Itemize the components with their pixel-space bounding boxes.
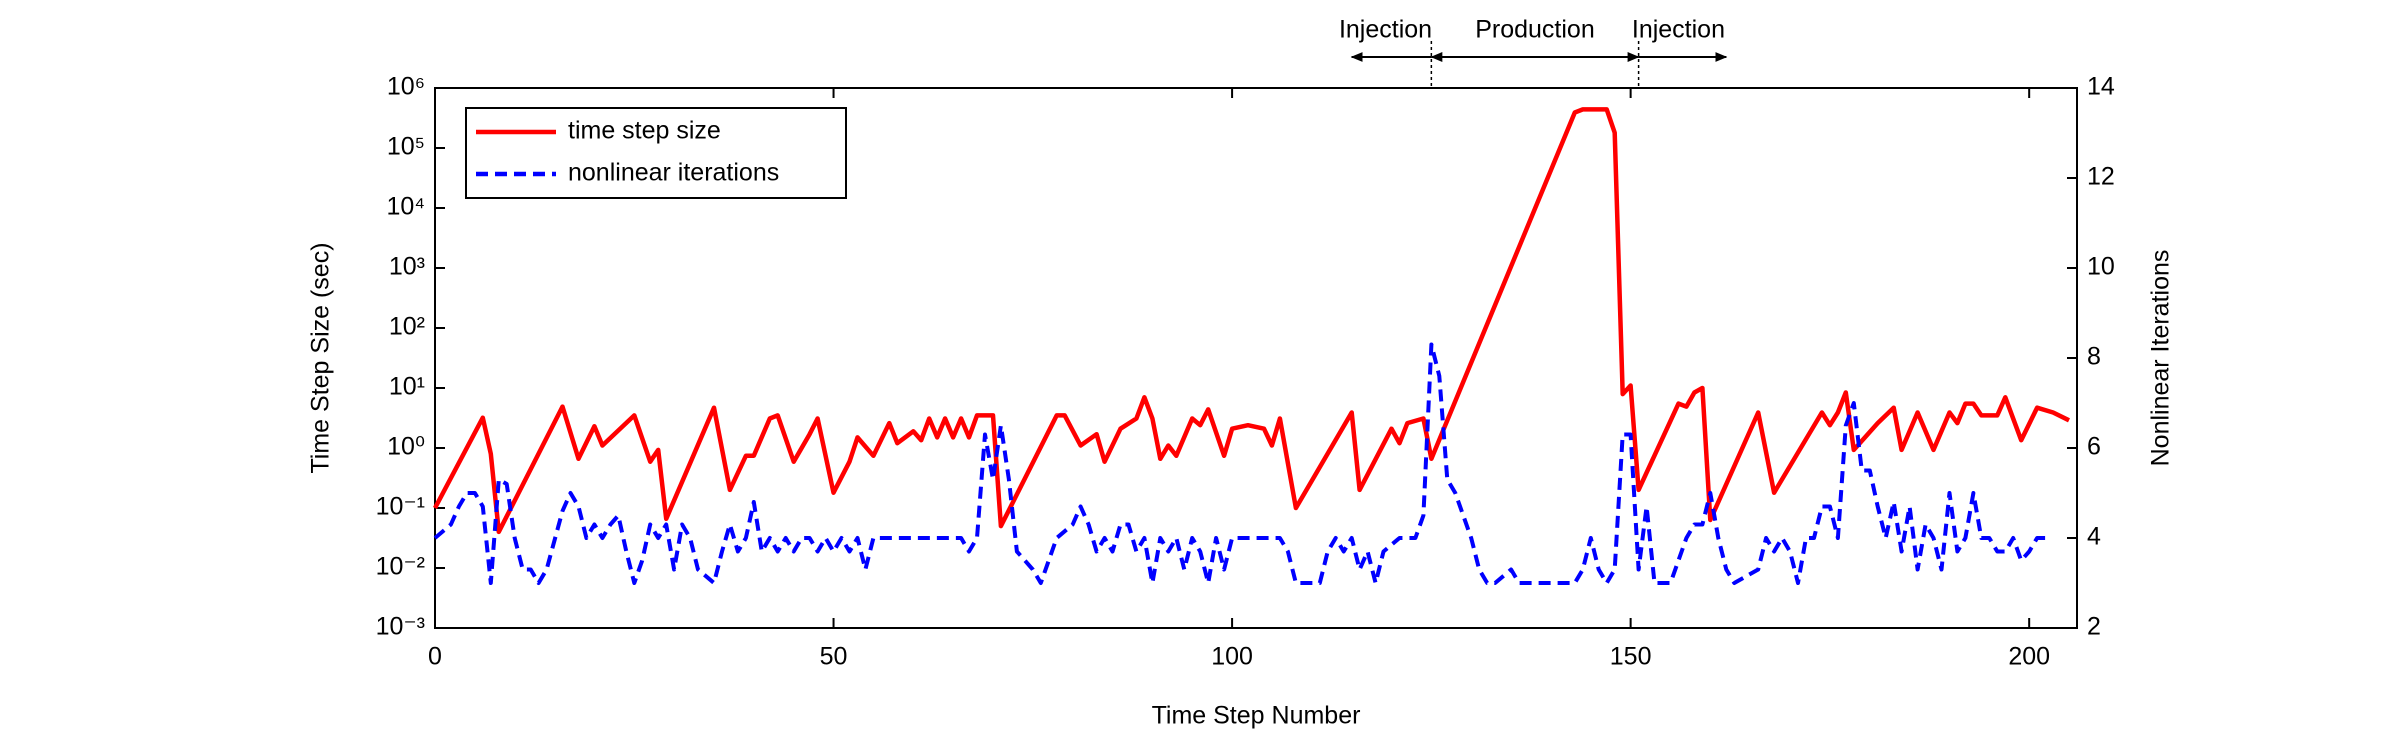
- y2-tick-label: 14: [2087, 73, 2115, 101]
- y2-tick-label: 6: [2087, 433, 2101, 461]
- y-tick-label: 10²: [389, 313, 425, 341]
- x-tick-label: 150: [1610, 643, 1652, 671]
- x-tick-label: 200: [2008, 643, 2050, 671]
- y2-tick-label: 12: [2087, 163, 2115, 191]
- legend-label: nonlinear iterations: [568, 159, 779, 187]
- y-tick-label: 10⁻³: [376, 613, 425, 641]
- x-axis-label: Time Step Number: [1152, 702, 1361, 730]
- y-tick-label: 10⁴: [386, 193, 425, 221]
- annotation-text: Production: [1475, 16, 1595, 44]
- series-line: [433, 107, 2070, 535]
- y-tick-label: 10⁻²: [376, 553, 425, 581]
- y2-tick-label: 4: [2087, 523, 2101, 551]
- y-axis-label: Time Step Size (sec): [307, 242, 335, 473]
- legend-label: time step size: [568, 117, 721, 145]
- y2-tick-label: 2: [2087, 613, 2101, 641]
- y2-tick-label: 8: [2087, 343, 2101, 371]
- annotation-text: Injection: [1339, 16, 1432, 44]
- legend-box: [465, 107, 847, 199]
- x-tick-label: 0: [428, 643, 442, 671]
- y-tick-label: 10³: [389, 253, 425, 281]
- x-tick-label: 100: [1211, 643, 1253, 671]
- series-line: [433, 342, 2046, 585]
- y-tick-label: 10⁶: [387, 73, 425, 101]
- y-tick-label: 10⁰: [387, 433, 425, 461]
- x-tick-label: 50: [820, 643, 848, 671]
- y2-tick-label: 10: [2087, 253, 2115, 281]
- y-tick-label: 10⁻¹: [376, 493, 425, 521]
- annotation-text: Injection: [1632, 16, 1725, 44]
- y2-axis-label: Nonlinear Iterations: [2147, 250, 2175, 467]
- y-tick-label: 10⁵: [387, 133, 425, 161]
- y-tick-label: 10¹: [389, 373, 425, 401]
